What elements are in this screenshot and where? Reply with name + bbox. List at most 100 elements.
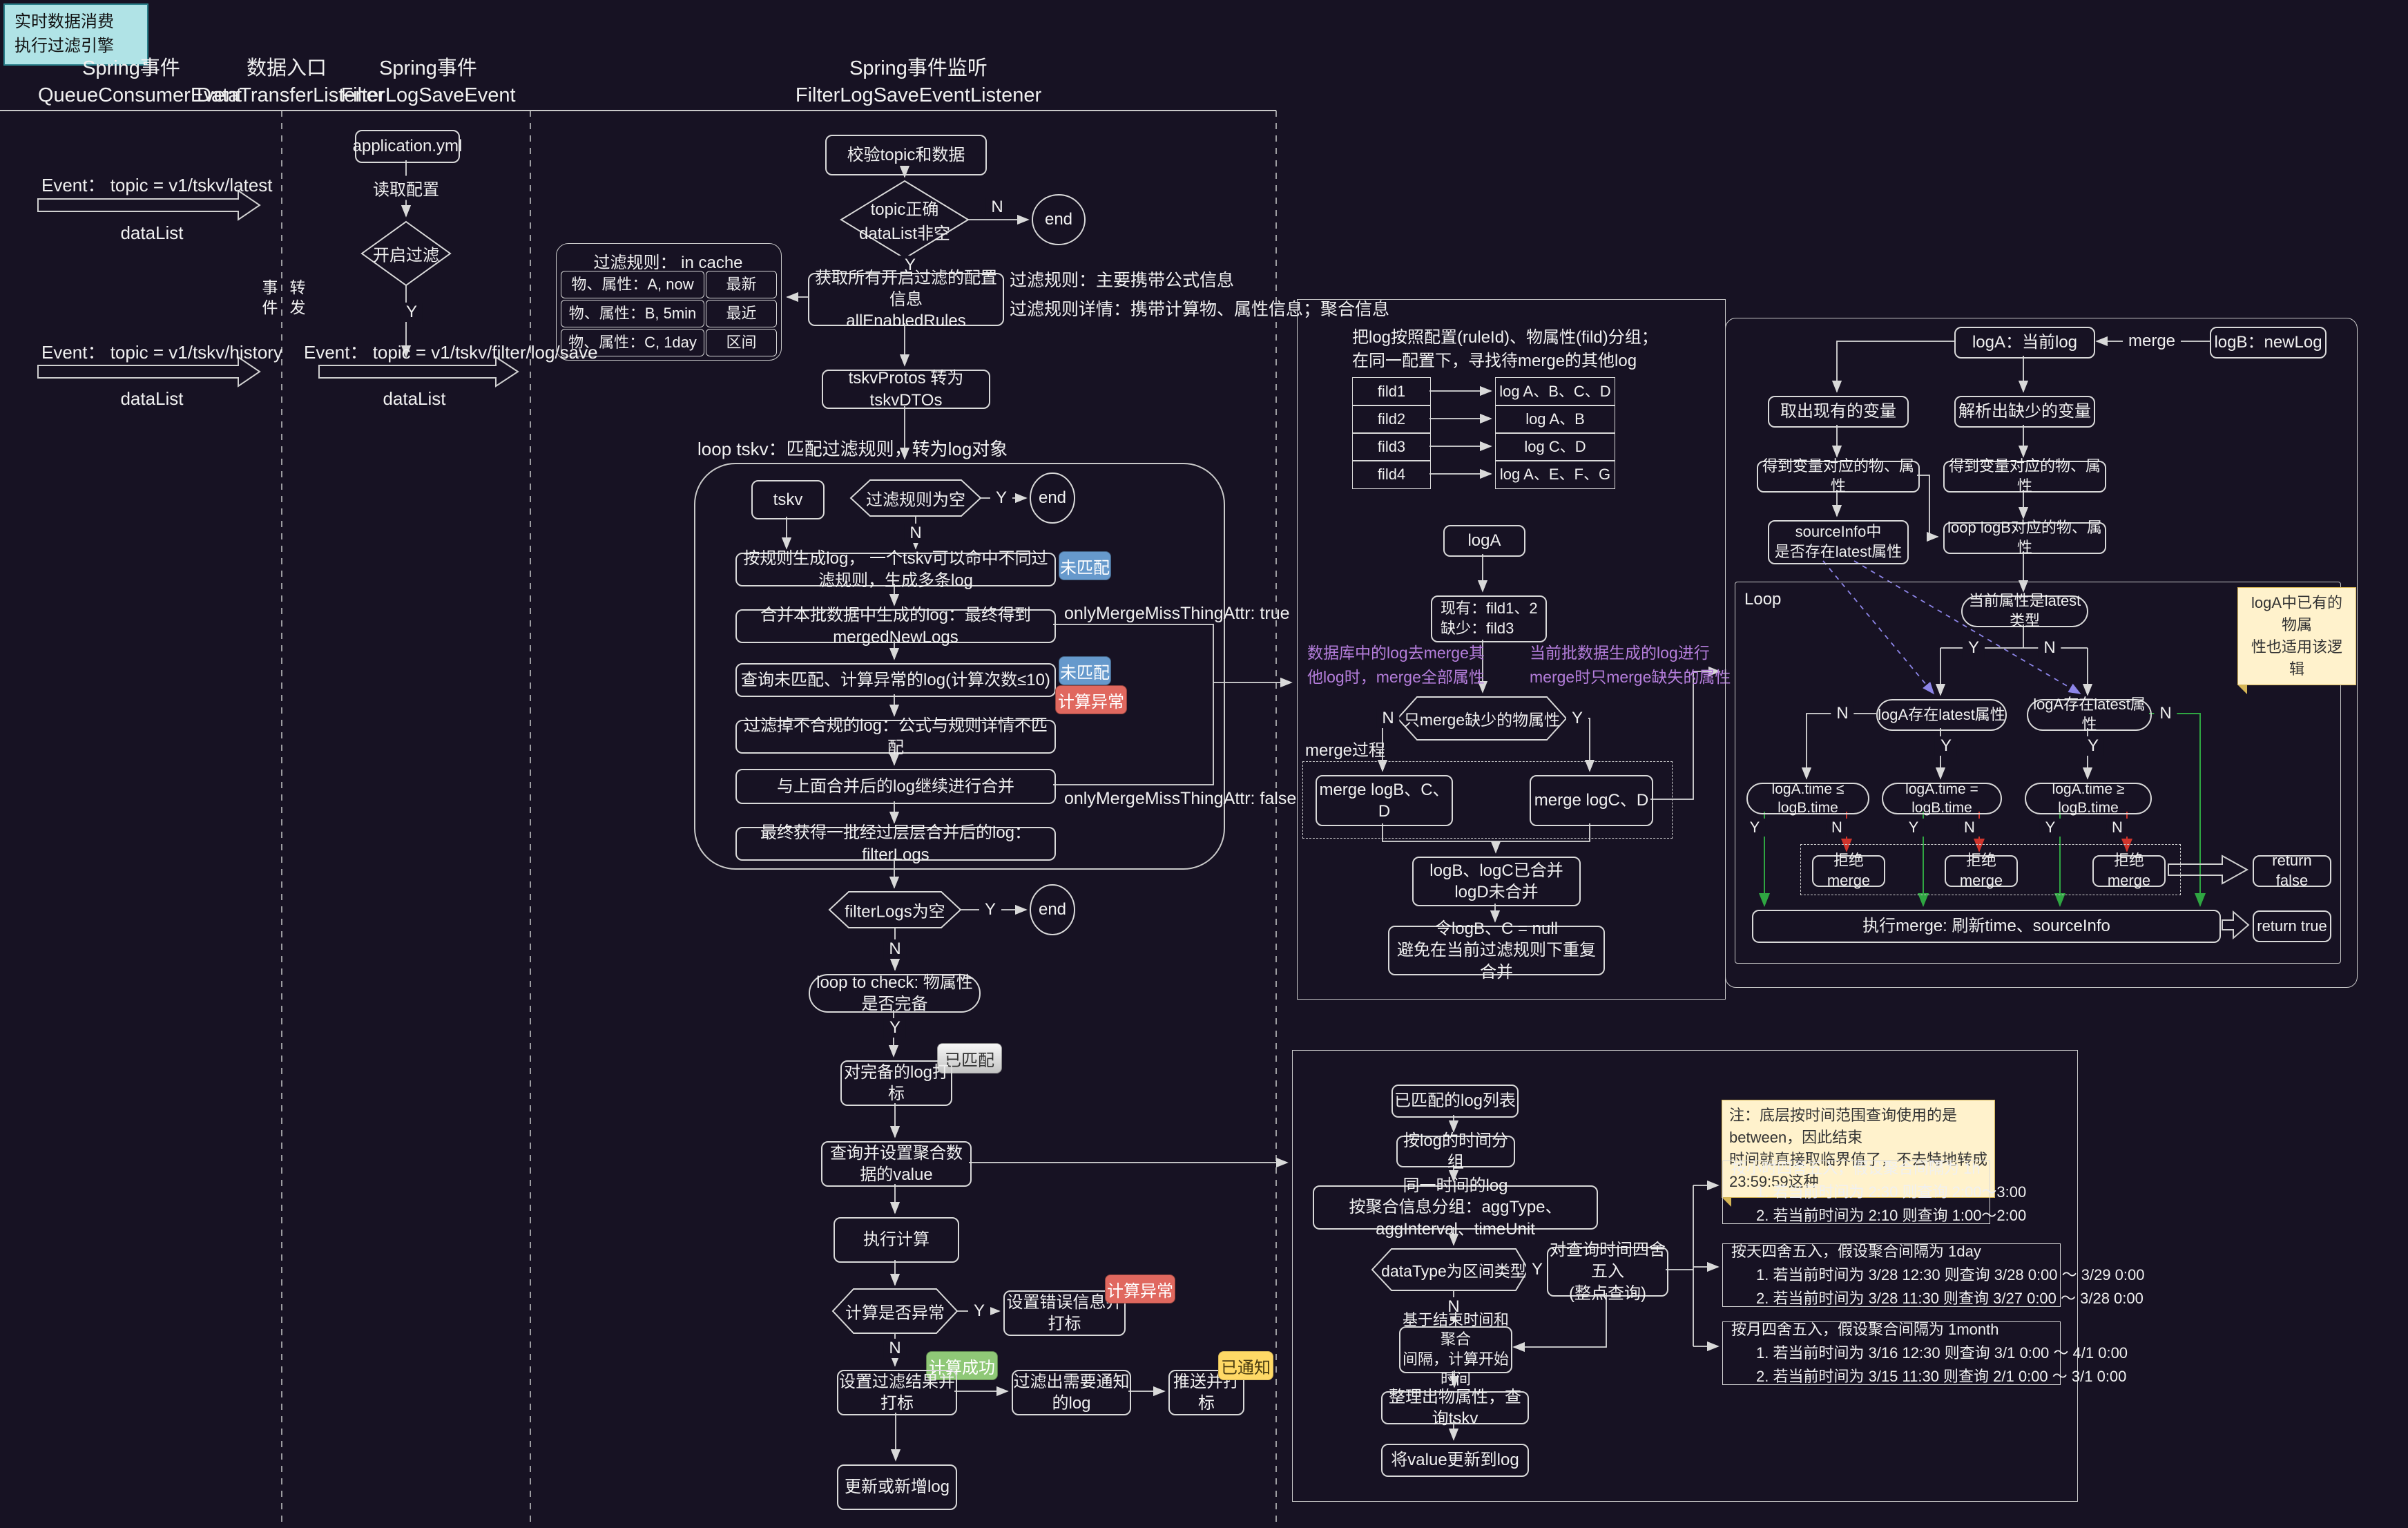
merged-line2: logD未合并: [1454, 883, 1539, 901]
node-reject-merge-2: 拒绝merge: [1945, 852, 2018, 889]
node-loop-check: loop to check: 物属性是否完备: [809, 973, 981, 1013]
topic-check-no-label: N: [985, 198, 1009, 217]
node-merged-state: logB、logC已合并 logD未合并: [1412, 857, 1581, 906]
return-true-label: return true: [2257, 917, 2327, 935]
rule3-attr: 物、属性：C, 1day: [568, 333, 697, 351]
badge-matched: 已匹配: [937, 1043, 1002, 1073]
rule1-attr: 物、属性：A, now: [571, 275, 694, 293]
return-false-label: return false: [2272, 852, 2312, 889]
calc-success-text: 计算成功: [929, 1358, 995, 1377]
is-latest-label: 当前属性是latest类型: [1968, 592, 2081, 629]
convert-label: tskvProtos 转为 tskvDTOs: [848, 369, 964, 410]
merged-line1: logB、logC已合并: [1429, 861, 1563, 880]
push-mark-label: 推送并打标: [1173, 1372, 1240, 1413]
node-filter-notify: 过滤出需要通知的log: [1012, 1370, 1131, 1415]
loga-label: logA: [1467, 531, 1501, 551]
unmatched-text-2: 未匹配: [1060, 663, 1110, 682]
merge-again-label: 与上面合并后的log继续进行合并: [776, 776, 1015, 796]
loop-logb-label: loop logB对应的物、属性: [1947, 519, 2102, 556]
time-ge-label: logA.time ≥ logB.time: [2052, 781, 2125, 816]
cache-rule-row3-right: 区间: [706, 329, 777, 356]
mark-complete-label: 对完备的log打标: [843, 1062, 950, 1103]
day-line2: 1. 若当前时间为 3/28 12:30 则查询 3/28 0:00 ～ 3/2…: [1756, 1266, 2145, 1283]
node-loga-current: logA：当前log: [1954, 327, 2095, 359]
merge-note-right: 当前批数据生成的log进行 merge时只merge缺失的属性: [1530, 641, 1731, 689]
state-line1: 现有：fild1、2: [1441, 600, 1538, 618]
node-set-result: 设置过滤结果并打标: [837, 1370, 957, 1415]
round-query-line1: 对查询时间四舍五入: [1550, 1241, 1666, 1281]
only-merge-true-label: onlyMergeMissThingAttr: true: [1064, 604, 1290, 623]
read-config-label: 读取配置: [367, 175, 445, 200]
group-by-agg-line1: 同一时间的log: [1403, 1176, 1508, 1196]
nullify-line2: 避免在当前过滤规则下重复合并: [1397, 941, 1596, 982]
take-existing-label: 取出现有的变量: [1780, 402, 1896, 421]
node-round-query: 对查询时间四舍五入 (整点查询): [1547, 1241, 1668, 1303]
update-log-label: 更新或新增log: [844, 1478, 950, 1497]
event-history-payload: dataList: [120, 388, 184, 409]
calc-error-text-1: 计算异常: [1058, 692, 1124, 712]
node-calc-start: 基于结束时间和聚合 间隔，计算开始时间: [1399, 1311, 1512, 1388]
hour-example-box: 按小时四舍五入，假设聚合间隔为 1h 1. 若当前时间为 2:30 则查询 2:…: [1722, 1160, 2026, 1224]
loop-sticky-note: logA中已有的物属 性也适用该逻辑: [2237, 587, 2356, 694]
datatype-no-label: N: [1442, 1297, 1465, 1317]
badge-calc-error-2: 计算异常: [1105, 1274, 1175, 1303]
node-query-unmatched: 查询未匹配、计算异常的log(计算次数≤10): [735, 663, 1056, 697]
application-yml-label: application.yml: [352, 137, 463, 156]
calc-error-no-label: N: [883, 1339, 907, 1358]
cache-rule-row2-right: 最近: [706, 300, 777, 327]
node-time-le: logA.time ≤ logB.time: [1746, 781, 1869, 816]
node-logb-new: logB：newLog: [2210, 327, 2327, 359]
badge-notified: 已通知: [1218, 1351, 1273, 1380]
loop-container: [1735, 582, 2341, 964]
node-take-existing: 取出现有的变量: [1768, 396, 1909, 428]
relay-label-left: 事件: [257, 276, 280, 322]
node-nullify: 令logB、C = null 避免在当前过滤规则下重复合并: [1388, 919, 1605, 982]
rule1-type: 最新: [726, 275, 757, 293]
between-note-line1: 注：底层按时间范围查询使用的是between，因此结束: [1729, 1107, 1958, 1146]
loop-note-line1: logA中已有的物属: [2251, 594, 2343, 633]
node-update-value: 将value更新到log: [1381, 1444, 1529, 1477]
aggregation-panel: [1292, 1050, 2078, 1502]
rule2-attr: 物、属性：B, 5min: [568, 304, 697, 322]
update-value-label: 将value更新到log: [1391, 1451, 1519, 1470]
node-update-log: 更新或新增log: [837, 1464, 957, 1510]
fild1: fild1: [1377, 382, 1406, 400]
node-map-left: 得到变量对应的物、属性: [1757, 457, 1920, 495]
has-latest-right-yes-label: Y: [2081, 736, 2105, 756]
calc-error-yes-label: Y: [967, 1301, 991, 1321]
execute-merge-label: 执行merge: 刷新time、sourceInfo: [1862, 917, 2110, 936]
node-is-latest: 当前属性是latest类型: [1961, 592, 2088, 629]
tskv-label: tskv: [773, 490, 803, 509]
only-merge-false-label: onlyMergeMissThingAttr: false: [1064, 789, 1297, 808]
map-left-label: 得到变量对应的物、属性: [1762, 457, 1914, 495]
page-title-line2: 执行过滤引擎: [15, 37, 114, 55]
cache-rule-row2-left: 物、属性：B, 5min: [561, 300, 704, 327]
lane2-subtitle: DataTransferListener: [197, 84, 385, 107]
lane1-subtitle: QueueConsumerEvent: [38, 84, 242, 107]
end-terminal-1: end: [1044, 210, 1073, 229]
fild-row-4: fild4: [1352, 460, 1431, 489]
event-latest-payload: dataList: [120, 222, 184, 243]
lane1-title: Spring事件: [82, 57, 180, 79]
merge-detail-panel: [1725, 318, 2358, 988]
reject-container: [1800, 844, 2181, 895]
merge-batch-label: 合并本批数据中生成的log：最终得到mergedNewLogs: [760, 606, 1032, 647]
query-unmatched-label: 查询未匹配、计算异常的log(计算次数≤10): [741, 670, 1050, 689]
node-mark-complete: 对完备的log打标: [840, 1060, 952, 1106]
node-has-latest-left: logA存在latest属性: [1876, 699, 2007, 731]
day-line3: 2. 若当前时间为 3/28 11:30 则查询 3/27 0:00 ～ 3/2…: [1756, 1290, 2144, 1308]
rule2-type: 最近: [726, 304, 757, 322]
month-line3: 2. 若当前时间为 3/15 11:30 则查询 2/1 0:00 ～ 3/1 …: [1756, 1368, 2127, 1386]
hour-line3: 2. 若当前时间为 2:10 则查询 1:00～2:00: [1756, 1207, 2027, 1225]
page-title-line1: 实时数据消费: [15, 12, 114, 32]
event-save-label: Event： topic = v1/tskv/filter/log/save: [304, 342, 598, 363]
log-group-2: log A、B: [1525, 410, 1585, 428]
final-logs-label: 最终获得一批经过层层合并后的log：filterLogs: [760, 823, 1032, 864]
node-sourceinfo-check: sourceInfo中 是否存在latest属性: [1768, 520, 1909, 564]
loop-check-label: loop to check: 物属性是否完备: [816, 973, 973, 1013]
set-error-label: 设置错误信息并打标: [1006, 1292, 1123, 1333]
node-loga-state: 现有：fild1、2 缺少：fild3: [1431, 595, 1547, 642]
round-query-line2: (整点查询): [1569, 1283, 1646, 1303]
merge-note-left-1: 数据库中的log去merge其: [1307, 644, 1485, 662]
group-by-agg-line2: 按聚合信息分组：aggType、 aggInterval、timeUnit: [1349, 1198, 1562, 1239]
